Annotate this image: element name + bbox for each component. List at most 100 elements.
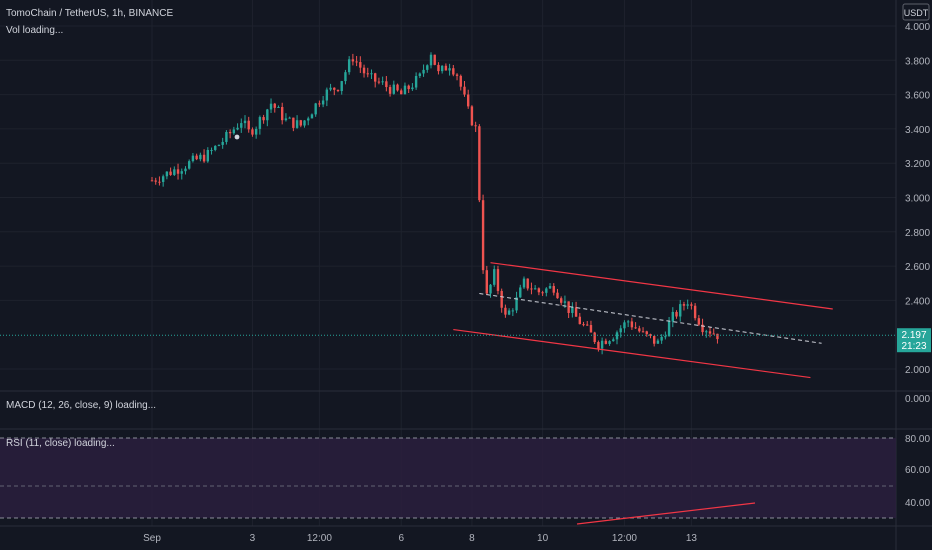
candle-body [362,67,366,74]
candle-body [626,321,630,323]
candle-body [712,333,715,335]
candle-body [493,269,496,285]
candle-body [303,120,306,126]
candle-body [697,318,701,325]
candle-body [548,286,552,289]
candle-body [444,65,448,71]
candle-body [545,288,548,293]
candle-body [504,307,507,315]
price-tick-label: 2.600 [905,262,930,273]
candle-body [310,114,314,119]
candle-body [344,72,347,82]
candle-body [374,73,377,82]
candle-body [686,304,689,306]
candle-body [392,84,395,94]
candle-body [359,62,362,68]
candle-body [228,132,232,134]
candle-body [347,59,351,73]
candle-body [623,322,626,329]
candle-body [325,89,329,101]
candle-body [318,103,321,105]
candle-body [355,61,358,63]
current-price-badge [897,328,931,353]
volume-legend[interactable]: Vol loading... [6,25,63,36]
price-tick-label: 3.000 [905,194,930,205]
price-tick-label: 4.000 [905,22,930,33]
candle-body [608,341,611,344]
candle-body [593,332,596,343]
candle-body [314,103,317,115]
candle-body [690,304,693,306]
candle-body [604,340,608,344]
candle-body [199,154,202,160]
price-tick-label: 3.600 [905,91,930,102]
candle-body [251,129,254,135]
candle-body [284,118,288,121]
candle-body [288,117,291,119]
candle-body [574,307,578,317]
candle-body [485,270,488,294]
candle-body [556,292,559,299]
rsi-trendline[interactable] [576,502,756,525]
candle-body [429,54,433,66]
candle-body [634,327,637,329]
candle-body [455,74,459,76]
candle-body [433,54,436,65]
candle-body [407,85,410,90]
candle-body [191,155,195,162]
symbol-legend[interactable]: TomoChain / TetherUS, 1h, BINANCE [6,8,173,19]
candle-body [563,301,567,303]
time-tick-label: 8 [469,533,475,544]
candle-body [693,305,697,319]
candle-body [254,128,258,135]
price-axis[interactable]: 4.000 3.800 3.600 3.400 3.200 3.000 2.800 2.600… [905,22,930,376]
candle-body [474,125,477,127]
candle-body [396,84,399,91]
candle-body [243,120,247,124]
candle-body [708,331,712,334]
candle-body [612,339,615,342]
candle-body [273,103,276,108]
candle-body [150,180,154,182]
candle-body [370,73,373,75]
candle-body [418,73,422,76]
time-axis[interactable]: Sep 3 12:00 6 8 10 12:00 13 [143,533,697,544]
channel-upper-line[interactable] [490,262,833,310]
rsi-tick-40: 40.00 [905,498,930,509]
candle-body [541,292,544,294]
channel-mid-line[interactable] [479,293,822,344]
price-tick-label: 2.400 [905,296,930,307]
candle-body [507,310,511,315]
candle-body [426,65,429,70]
candle-body [321,100,325,105]
candle-body [470,106,474,126]
currency-badge[interactable]: USDT [904,8,929,18]
price-tick-label: 3.200 [905,159,930,170]
candle-body [667,321,671,337]
candle-body [600,340,604,349]
candle-body [277,106,280,108]
candle-body [515,297,518,311]
candle-body [366,73,369,75]
candle-body [615,332,619,340]
candle-body [307,118,310,121]
channel-lower-line[interactable] [453,328,811,379]
candle-body [225,132,228,142]
price-tick-label: 3.400 [905,125,930,136]
candle-body [206,150,209,162]
candle-body [679,304,682,317]
candle-body [571,307,574,313]
rsi-tick-60: 60.00 [905,465,930,476]
candle-body [560,298,563,303]
macd-legend[interactable]: MACD (12, 26, close, 9) loading... [6,400,156,411]
candle-body [526,278,529,289]
candle-body [578,316,581,325]
candle-body [533,288,537,290]
candle-body [292,117,295,128]
candle-body [377,81,381,83]
candle-body [552,286,555,293]
descending-channel[interactable] [453,262,833,379]
currency-badge-border[interactable] [902,3,930,21]
rsi-legend[interactable]: RSI (11, close) loading... [6,438,115,449]
